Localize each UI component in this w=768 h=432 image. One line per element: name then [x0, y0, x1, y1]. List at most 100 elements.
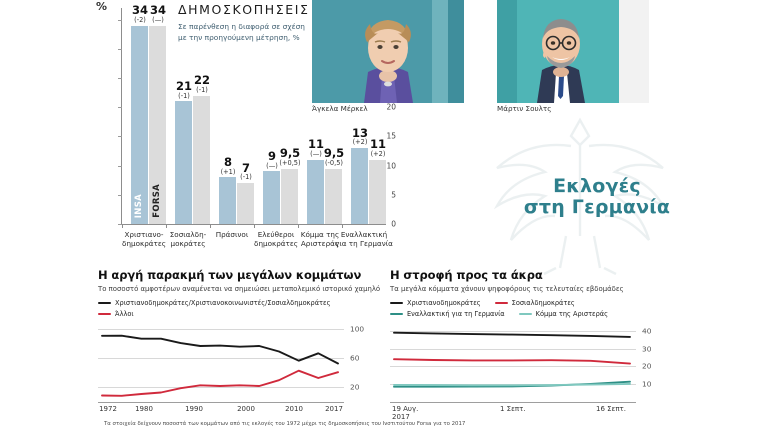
bar-delta: (+0,5)	[279, 158, 301, 167]
x-axis-line	[98, 402, 344, 403]
bar-group: 34 (-2) 34 (—) INSA FORSA	[130, 3, 168, 224]
bar-category-label-6: Εναλλακτική για τη Γερμανία	[335, 230, 393, 248]
bar-chart-axis-unit: %	[96, 0, 108, 13]
bar-value-label: 11 (—)	[305, 137, 327, 159]
bar-chart-y-tick-mark	[118, 78, 122, 80]
legend-label: Εναλλακτική για τη Γερμανία	[407, 310, 505, 318]
bar-insa-3	[219, 177, 236, 224]
legend-item: Χριστιανοδημοκράτες	[390, 299, 481, 307]
bar-group: 9 (—) 9,5 (+0,5)	[262, 8, 301, 224]
legend-swatch	[494, 301, 508, 305]
bar-series-label-insa: INSA	[134, 193, 144, 218]
bar-value: 11	[307, 137, 324, 152]
bar-value: 22	[193, 73, 210, 88]
bar-chart-y-tick: 20	[386, 102, 396, 112]
bar-group: 13 (+2) 11 (+2)	[350, 8, 388, 224]
bar-chart-y-tick: 15	[386, 131, 396, 141]
bar-category-label-2: Σοσιαλδη-μοκράτες	[169, 230, 207, 248]
elections-title-line2: στη Γερμανία	[523, 196, 671, 219]
bar-chart-y-tick-mark	[118, 19, 122, 21]
legend-swatch	[518, 312, 532, 316]
line-d02a3c	[393, 358, 631, 365]
german-eagle-watermark	[430, 108, 730, 283]
x-tick-label-3: 16 Σεπτ.	[596, 405, 626, 413]
bar-value-label: 22 (-1)	[191, 73, 213, 93]
bar-delta: (-0,5)	[324, 158, 343, 167]
schulz-photo	[497, 0, 649, 103]
x-tick-label-2: 1980	[135, 405, 153, 413]
extremes-chart-title: Η στροφή προς τα άκρα	[390, 268, 543, 282]
legend-item: Χριστιανοδημοκράτες/Χριστιανοκοινωνιστές…	[98, 299, 330, 307]
legend-label: Χριστιανοδημοκράτες	[407, 299, 481, 307]
bar-delta: (—)	[152, 15, 164, 24]
bar-category-label-3: Πράσινοι	[215, 230, 249, 239]
legend-label: Σοσιαλδημοκράτες	[511, 299, 575, 307]
bar-value: 34	[149, 3, 166, 18]
y-tick-label: 60	[350, 353, 360, 363]
bar-chart-y-tick: 0	[391, 219, 396, 229]
legend-label: Άλλοι	[115, 310, 134, 318]
gridline	[98, 329, 344, 331]
bar-group: 11 (—) 9,5 (-0,5)	[306, 8, 344, 224]
decline-chart-plot: 100 60 20 1972 1980 1990 2000 2010 2017	[98, 322, 382, 413]
elections-title: Εκλογές στη Γερμανία	[492, 175, 702, 219]
bar-chart-plot-area: 34 (-2) 34 (—) INSA FORSA 21 (-1) 22 (-1) 8 (+1) 7 (-…	[122, 3, 388, 224]
x-tick-label-1: 1972	[99, 405, 117, 413]
bar-chart-y-tick: 5	[391, 190, 396, 200]
bar-forsa-5	[325, 168, 342, 224]
bar-value: 8	[223, 154, 232, 169]
gridline	[390, 366, 636, 368]
bar-insa-5	[307, 159, 324, 224]
bar-delta: (-1)	[240, 173, 252, 182]
bar-value-label: 11 (+2)	[367, 137, 389, 158]
bar-x-tick	[166, 224, 167, 228]
legend-label: Χριστιανοδημοκράτες/Χριστιανοκοινωνιστές…	[115, 299, 331, 307]
decline-chart-legend: Χριστιανοδημοκράτες/Χριστιανοκοινωνιστές…	[98, 299, 382, 318]
bar-delta: (—)	[266, 161, 278, 170]
footnote: Τα στοιχεία δείχνουν ποσοστά των κομμάτω…	[104, 421, 466, 427]
bar-chart-y-tick-mark	[118, 107, 122, 109]
line-1a1a1a	[393, 331, 631, 338]
bar-x-tick	[342, 224, 343, 228]
bar-chart-y-axis	[96, 8, 122, 223]
page-subtitle: Σε παρένθεση η διαφορά σε σχέση με την π…	[178, 22, 305, 42]
legend-label: Κόμμα της Αριστεράς	[535, 310, 609, 318]
x-axis-line	[390, 402, 636, 403]
bar-chart-y-tick-mark	[118, 136, 122, 138]
bar-insa-4	[263, 171, 280, 224]
x-tick-label-3: 1990	[185, 405, 203, 413]
elections-title-line1: Εκλογές	[553, 175, 641, 197]
line-1a1a1a	[101, 334, 339, 365]
legend-swatch	[98, 312, 111, 316]
y-tick-label: 20	[642, 361, 652, 371]
line-series-group	[101, 334, 339, 397]
legend-item: Σοσιαλδημοκράτες	[494, 299, 575, 307]
extremes-chart-subtitle: Τα μεγάλα κόμματα χάνουν ψηφοφόρους τις …	[390, 285, 624, 293]
bar-insa-1	[131, 25, 148, 224]
extremes-chart-plot: 40 30 20 10 19 Αυγ. 2017 1 Σεπτ. 16 Σεπτ.	[390, 322, 674, 421]
poll-header: ΔΗΜΟΣΚΟΠΗΣΕΙΣ Σε παρένθεση η διαφορά σε …	[178, 2, 310, 43]
bar-category-label-5: Κόμμα της Αριστεράς	[300, 230, 340, 248]
decline-chart-title: Η αργή παρακμή των μεγάλων κομμάτων	[98, 268, 362, 282]
bar-value: 9,5	[279, 146, 301, 161]
bar-delta: (—)	[310, 150, 322, 159]
bar-value: 7	[241, 160, 250, 175]
bar-x-tick	[298, 224, 299, 228]
bar-chart-y-tick-mark	[118, 48, 122, 50]
bar-value-label: 8 (+1)	[217, 154, 239, 175]
y-tick-label: 100	[350, 324, 365, 334]
x-tick-label-5: 2010	[285, 405, 303, 413]
x-tick-label-2: 1 Σεπτ.	[500, 405, 526, 413]
bar-chart-y-tick-mark	[118, 165, 122, 167]
legend-swatch	[98, 301, 111, 305]
legend-swatch	[390, 301, 403, 305]
decline-chart-subtitle: Το ποσοστό αμφοτέρων αναμένεται να σημει…	[98, 285, 381, 293]
bar-category-label-4: Ελεύθεροι δημοκράτες	[254, 230, 298, 248]
merkel-caption: Άγκελα Μέρκελ	[312, 104, 368, 113]
bar-insa-2	[175, 101, 192, 224]
bar-value: 9	[267, 149, 276, 164]
bar-value: 11	[369, 137, 386, 152]
x-tick-label-1: 19 Αυγ. 2017	[392, 405, 419, 422]
page-title: ΔΗΜΟΣΚΟΠΗΣΕΙΣ	[178, 2, 310, 17]
bar-x-tick	[254, 224, 255, 228]
